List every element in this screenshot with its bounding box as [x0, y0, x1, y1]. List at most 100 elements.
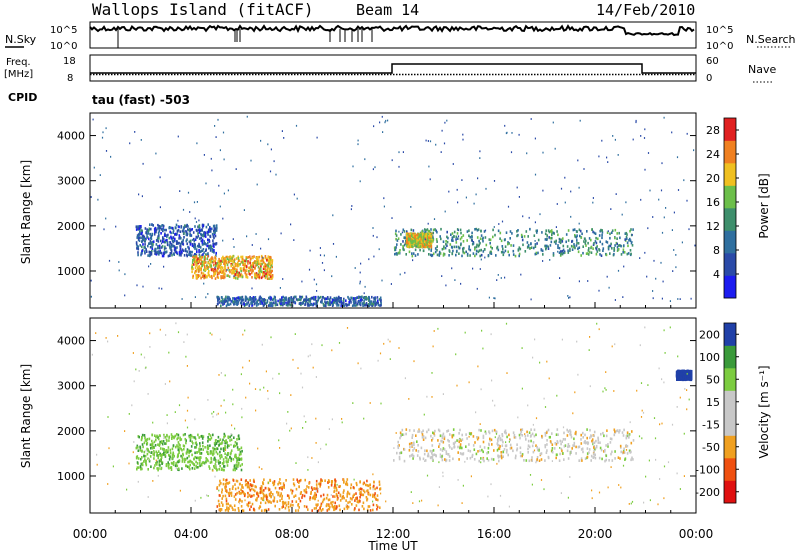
velocity-cell: [161, 440, 163, 443]
power-cell: [471, 239, 473, 242]
velocity-cell: [141, 467, 143, 471]
power-cell: [469, 254, 471, 257]
velocity-cell: [226, 441, 228, 444]
velocity-cell: [527, 451, 529, 454]
velocity-cell: [193, 467, 196, 470]
power-cell: [423, 240, 426, 243]
power-cell: [606, 241, 609, 244]
velocity-cell: [273, 499, 276, 502]
power-cell: [622, 296, 624, 298]
velocity-cell: [315, 483, 318, 486]
power-cell: [441, 275, 443, 277]
power-cell: [556, 203, 558, 205]
velocity-cell: [610, 452, 612, 456]
velocity-cell: [218, 503, 220, 506]
velocity-cell: [159, 434, 161, 438]
velocity-cell: [458, 432, 460, 435]
y-tick-label: 2000: [57, 220, 85, 233]
velocity-cell: [441, 449, 444, 452]
velocity-cell: [376, 494, 379, 497]
velocity-cell: [171, 456, 173, 460]
velocity-cell: [273, 482, 276, 486]
velocity-cell: [563, 445, 566, 448]
power-cell: [414, 248, 417, 252]
velocity-cell: [141, 463, 144, 467]
power-cell: [259, 298, 261, 302]
power-cell: [652, 216, 654, 218]
power-cell: [232, 260, 235, 264]
power-cell: [578, 186, 580, 189]
power-cell: [217, 276, 220, 279]
power-cell: [237, 259, 240, 262]
power-cell: [488, 296, 490, 299]
power-cell: [596, 250, 599, 253]
power-cell: [212, 244, 215, 247]
velocity-cell: [136, 456, 138, 460]
velocity-cell: [334, 479, 337, 483]
velocity-cell: [482, 434, 485, 438]
velocity-cell: [431, 444, 434, 447]
velocity-cell: [241, 485, 243, 489]
velocity-cell: [248, 493, 251, 497]
power-cell: [287, 300, 289, 303]
velocity-cell: [427, 428, 430, 432]
power-cell: [224, 259, 226, 263]
velocity-cell: [630, 441, 633, 445]
power-cell: [381, 279, 383, 282]
power-cell: [229, 259, 232, 262]
power-cell: [362, 302, 364, 306]
velocity-cell: [567, 445, 569, 449]
power-cell: [686, 132, 688, 135]
velocity-cell: [268, 500, 271, 503]
velocity-cell: [479, 445, 482, 448]
power-cell: [203, 276, 205, 280]
power-cell: [186, 250, 189, 253]
power-cell: [142, 162, 144, 165]
velocity-cell: [590, 435, 593, 438]
power-cell: [241, 295, 244, 299]
velocity-cell: [433, 453, 436, 456]
power-cell: [677, 189, 680, 191]
power-cell: [476, 287, 478, 290]
velocity-cell: [443, 437, 446, 441]
power-cell: [578, 280, 580, 283]
power-cell: [200, 239, 203, 243]
power-cell: [477, 244, 480, 248]
power-cell: [197, 225, 200, 228]
velocity-cell: [244, 492, 246, 496]
velocity-cell: [234, 508, 236, 512]
power-cell: [297, 298, 300, 301]
power-cell: [210, 268, 213, 271]
power-cell: [217, 118, 219, 121]
power-cell: [359, 280, 361, 283]
power-cell: [243, 259, 245, 263]
power-cell: [182, 249, 185, 252]
power-cell: [530, 118, 532, 120]
power-cell: [452, 239, 454, 242]
power-cell: [474, 248, 476, 251]
power-cell: [415, 235, 418, 239]
power-cell: [262, 258, 265, 262]
power-cell: [250, 265, 253, 269]
velocity-cell: [225, 489, 228, 492]
power-cell: [269, 298, 272, 301]
power-cell: [430, 233, 432, 237]
power-cell: [417, 245, 420, 249]
velocity-cell: [298, 497, 300, 500]
power-cell: [248, 272, 250, 275]
velocity-cell: [232, 458, 235, 461]
power-cell: [365, 303, 368, 307]
power-cell: [396, 243, 398, 246]
velocity-cell: [617, 429, 619, 432]
power-cell: [101, 136, 104, 139]
power-cell: [450, 233, 452, 236]
velocity-cell: [559, 452, 561, 456]
power-cell: [540, 248, 543, 252]
velocity-cell: [161, 442, 164, 446]
power-cell: [194, 217, 196, 220]
power-cell: [287, 297, 290, 301]
power-cell: [585, 239, 587, 243]
velocity-cell: [172, 435, 175, 439]
velocity-cell: [153, 446, 155, 449]
velocity-cell: [282, 503, 284, 506]
